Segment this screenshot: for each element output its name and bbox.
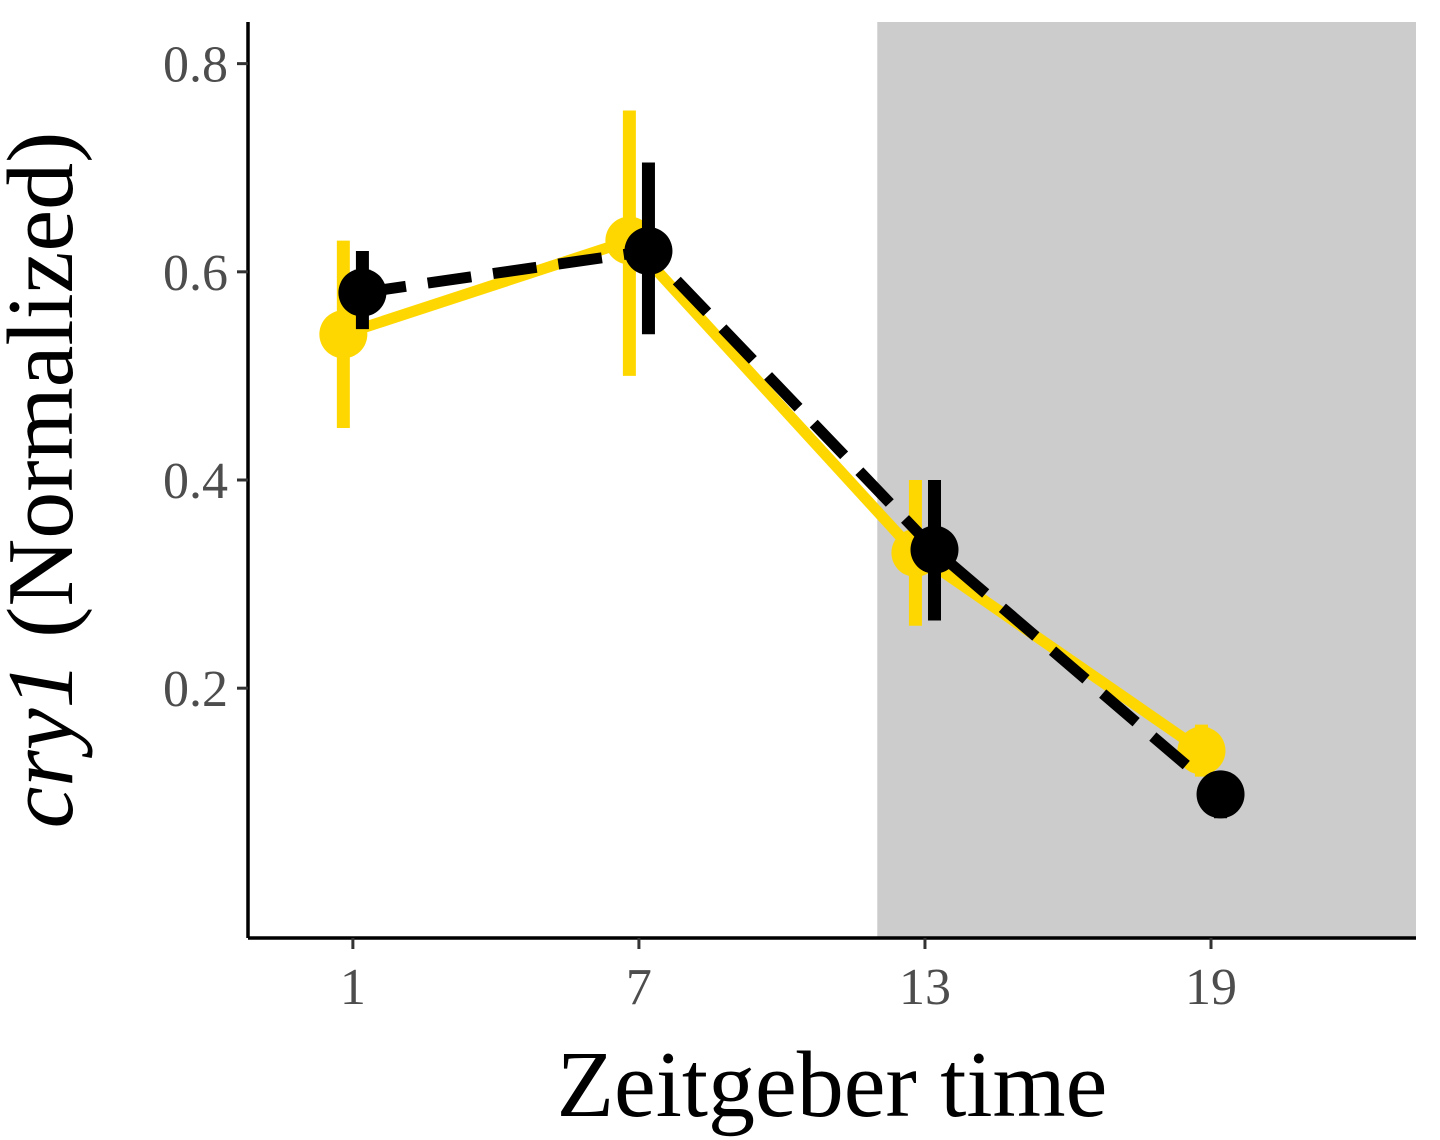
series-1	[338, 162, 1245, 819]
series-1-point	[624, 227, 673, 275]
dark-period-band-layer	[877, 22, 1416, 938]
y-tick-label: 0.2	[163, 661, 228, 718]
series-1-point	[338, 268, 387, 317]
x-tick-label: 7	[626, 959, 652, 1016]
y-tick-label: 0.6	[163, 245, 228, 302]
x-tick-label: 19	[1185, 959, 1237, 1016]
series-0-point	[1177, 726, 1226, 775]
y-tick-label: 0.8	[163, 37, 228, 94]
y-axis-title-gene: cry1	[0, 661, 93, 828]
series-1-line	[361, 245, 1225, 799]
y-axis-title: cry1 (Normalized)	[0, 132, 93, 829]
y-axis-title-suffix: (Normalized)	[0, 132, 93, 662]
tick-layer: 0.2 0.4 0.6 0.8 1 7 13 19	[163, 37, 1237, 1016]
series-layer	[319, 110, 1245, 819]
dark-period-band	[877, 22, 1416, 938]
series-1-point	[1196, 770, 1245, 819]
series-0-point	[319, 310, 368, 359]
x-tick-label: 13	[899, 959, 951, 1016]
x-axis-title: Zeitgeber time	[557, 1033, 1108, 1137]
y-tick-label: 0.4	[163, 453, 228, 510]
series-1-point	[910, 525, 959, 574]
x-tick-label: 1	[340, 959, 366, 1016]
